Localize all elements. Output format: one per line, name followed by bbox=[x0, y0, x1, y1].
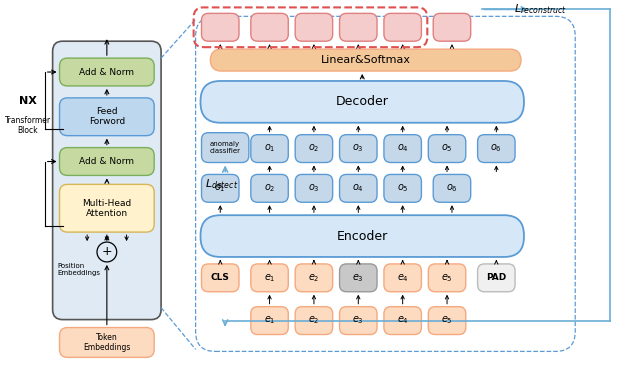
Text: PAD: PAD bbox=[486, 273, 506, 282]
Text: Token
Embeddings: Token Embeddings bbox=[83, 333, 131, 352]
FancyBboxPatch shape bbox=[295, 264, 333, 292]
Text: $e_3$: $e_3$ bbox=[353, 315, 364, 326]
FancyBboxPatch shape bbox=[428, 135, 466, 162]
Text: $o_1$: $o_1$ bbox=[214, 182, 226, 194]
FancyBboxPatch shape bbox=[340, 135, 377, 162]
Text: Decoder: Decoder bbox=[336, 95, 388, 108]
FancyBboxPatch shape bbox=[200, 81, 524, 123]
FancyBboxPatch shape bbox=[477, 264, 515, 292]
FancyBboxPatch shape bbox=[428, 264, 466, 292]
Text: Feed
Forword: Feed Forword bbox=[89, 107, 125, 127]
FancyBboxPatch shape bbox=[202, 133, 249, 162]
Text: Position
Embeddings: Position Embeddings bbox=[58, 263, 100, 276]
FancyBboxPatch shape bbox=[202, 264, 239, 292]
Text: $o_3$: $o_3$ bbox=[308, 182, 320, 194]
Text: $L_{detect}$: $L_{detect}$ bbox=[205, 178, 239, 191]
FancyBboxPatch shape bbox=[384, 264, 421, 292]
Text: Multi-Head
Attention: Multi-Head Attention bbox=[82, 199, 131, 218]
FancyBboxPatch shape bbox=[295, 135, 333, 162]
FancyBboxPatch shape bbox=[60, 58, 154, 86]
FancyBboxPatch shape bbox=[251, 174, 288, 202]
Text: $e_1$: $e_1$ bbox=[264, 315, 275, 326]
Text: $o_2$: $o_2$ bbox=[308, 143, 319, 155]
FancyBboxPatch shape bbox=[384, 174, 421, 202]
Text: $o_3$: $o_3$ bbox=[353, 143, 364, 155]
FancyBboxPatch shape bbox=[340, 264, 377, 292]
Text: $o_5$: $o_5$ bbox=[441, 143, 453, 155]
FancyBboxPatch shape bbox=[251, 307, 288, 334]
Text: $o_1$: $o_1$ bbox=[264, 143, 275, 155]
FancyBboxPatch shape bbox=[251, 264, 288, 292]
Text: CLS: CLS bbox=[211, 273, 230, 282]
Text: $o_6$: $o_6$ bbox=[490, 143, 502, 155]
FancyBboxPatch shape bbox=[211, 49, 521, 71]
FancyBboxPatch shape bbox=[433, 174, 470, 202]
Text: Transformer
Block: Transformer Block bbox=[5, 116, 51, 135]
FancyBboxPatch shape bbox=[251, 135, 288, 162]
Text: $e_2$: $e_2$ bbox=[308, 315, 320, 326]
Text: Add & Norm: Add & Norm bbox=[79, 68, 134, 77]
Text: $e_2$: $e_2$ bbox=[308, 272, 320, 284]
Text: $o_2$: $o_2$ bbox=[264, 182, 275, 194]
Text: NX: NX bbox=[19, 96, 37, 106]
FancyBboxPatch shape bbox=[251, 13, 288, 41]
Text: +: + bbox=[102, 245, 112, 259]
FancyBboxPatch shape bbox=[52, 41, 161, 320]
FancyBboxPatch shape bbox=[295, 13, 333, 41]
Text: $o_4$: $o_4$ bbox=[397, 143, 408, 155]
FancyBboxPatch shape bbox=[384, 135, 421, 162]
FancyBboxPatch shape bbox=[60, 327, 154, 357]
FancyBboxPatch shape bbox=[60, 184, 154, 232]
FancyBboxPatch shape bbox=[295, 174, 333, 202]
Text: $L_{reconstruct}$: $L_{reconstruct}$ bbox=[514, 3, 567, 16]
Text: $e_5$: $e_5$ bbox=[441, 315, 453, 326]
FancyBboxPatch shape bbox=[202, 174, 239, 202]
Text: Linear&Softmax: Linear&Softmax bbox=[321, 55, 411, 65]
FancyBboxPatch shape bbox=[340, 307, 377, 334]
Text: $o_5$: $o_5$ bbox=[397, 182, 408, 194]
Text: $o_6$: $o_6$ bbox=[446, 182, 458, 194]
FancyBboxPatch shape bbox=[202, 13, 239, 41]
FancyBboxPatch shape bbox=[340, 13, 377, 41]
FancyBboxPatch shape bbox=[477, 135, 515, 162]
Text: Add & Norm: Add & Norm bbox=[79, 157, 134, 166]
Text: $o_4$: $o_4$ bbox=[353, 182, 364, 194]
Text: $e_4$: $e_4$ bbox=[397, 272, 409, 284]
FancyBboxPatch shape bbox=[384, 13, 421, 41]
FancyBboxPatch shape bbox=[295, 307, 333, 334]
FancyBboxPatch shape bbox=[384, 307, 421, 334]
Text: anomaly
classifier: anomaly classifier bbox=[210, 141, 241, 154]
FancyBboxPatch shape bbox=[60, 98, 154, 136]
Text: $e_5$: $e_5$ bbox=[441, 272, 453, 284]
Text: $e_4$: $e_4$ bbox=[397, 315, 409, 326]
FancyBboxPatch shape bbox=[433, 13, 470, 41]
FancyBboxPatch shape bbox=[340, 174, 377, 202]
FancyBboxPatch shape bbox=[428, 307, 466, 334]
Text: $e_3$: $e_3$ bbox=[353, 272, 364, 284]
Text: Encoder: Encoder bbox=[337, 229, 388, 243]
FancyBboxPatch shape bbox=[60, 148, 154, 175]
Text: $e_1$: $e_1$ bbox=[264, 272, 275, 284]
FancyBboxPatch shape bbox=[200, 215, 524, 257]
